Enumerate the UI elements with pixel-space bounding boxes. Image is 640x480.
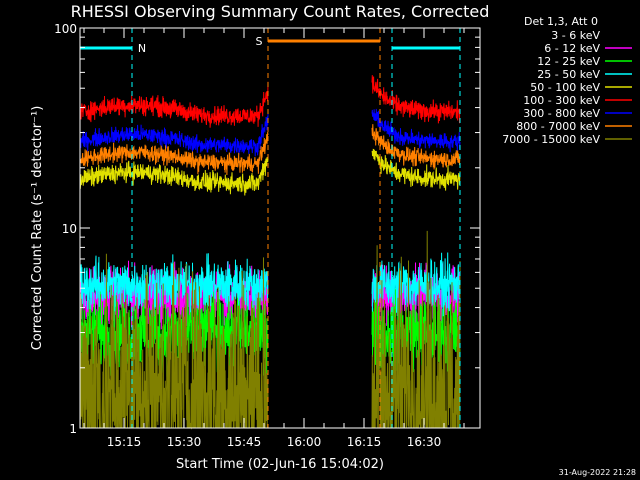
- footer-timestamp: 31-Aug-2022 21:28: [559, 468, 636, 477]
- series-line-25-50kev: [371, 252, 461, 317]
- legend-label: 100 - 300 keV: [523, 94, 600, 107]
- x-axis-label: Start Time (02-Jun-16 15:04:02): [176, 457, 384, 472]
- legend-item-3-6kev: 3 - 6 keV: [551, 29, 632, 42]
- series-line-800-7000kev: [79, 131, 269, 176]
- legend-title: Det 1,3, Att 0: [524, 15, 598, 28]
- series-line-100-300kev: [79, 81, 269, 128]
- x-tick-label-1515: 15:15: [107, 435, 142, 449]
- series-line-100-300kev: [371, 75, 461, 124]
- saa-interval-0: S: [256, 28, 381, 428]
- legend-label: 50 - 100 keV: [530, 81, 600, 94]
- saa-interval-0-label: S: [256, 35, 263, 48]
- legend-item-6-12kev: 6 - 12 keV: [544, 42, 632, 55]
- legend-label: 7000 - 15000 keV: [502, 133, 600, 146]
- legend-item-7000-15000kev: 7000 - 15000 keV: [502, 133, 632, 146]
- x-tick-label-1545: 15:45: [227, 435, 262, 449]
- series-line-50-100kev: [371, 148, 461, 191]
- plot-series: [79, 75, 461, 430]
- y-tick-label-100: 100: [54, 22, 77, 36]
- chart-title: RHESSI Observing Summary Count Rates, Co…: [71, 2, 490, 21]
- series-line-7000-15000kev: [371, 230, 461, 429]
- series-line-800-7000kev: [371, 124, 461, 170]
- x-tick-label-1630: 16:30: [407, 435, 442, 449]
- legend-label: 800 - 7000 keV: [516, 120, 600, 133]
- legend-item-25-50kev: 25 - 50 keV: [537, 68, 632, 81]
- night-interval-0-label: N: [138, 42, 146, 55]
- legend-label: 6 - 12 keV: [544, 42, 600, 55]
- series-line-300-800kev: [371, 108, 461, 153]
- legend-label: 25 - 50 keV: [537, 68, 600, 81]
- legend-item-300-800kev: 300 - 800 keV: [523, 107, 632, 120]
- x-tick-label-1615: 16:15: [347, 435, 382, 449]
- x-tick-label-1600: 16:00: [287, 435, 322, 449]
- y-tick-label-1: 1: [69, 422, 77, 436]
- series-line-300-800kev: [79, 113, 269, 157]
- series-line-50-100kev: [79, 156, 269, 196]
- legend-label: 12 - 25 keV: [537, 55, 600, 68]
- y-tick-label-10: 10: [62, 222, 77, 236]
- legend-item-100-300kev: 100 - 300 keV: [523, 94, 632, 107]
- legend-item-12-25kev: 12 - 25 keV: [537, 55, 632, 68]
- legend-label: 300 - 800 keV: [523, 107, 600, 120]
- series-line-7000-15000kev: [79, 253, 269, 430]
- legend-label: 3 - 6 keV: [551, 29, 600, 42]
- night-interval-1: [391, 28, 461, 428]
- x-tick-label-1530: 15:30: [167, 435, 202, 449]
- y-axis-label: Corrected Count Rate (s⁻¹ detector⁻¹): [30, 106, 45, 351]
- legend-item-800-7000kev: 800 - 7000 keV: [516, 120, 632, 133]
- plot-axes: 1 10 100 15:15 15:30 15:45 16:00 16:15 16:30: [54, 22, 481, 449]
- legend-item-50-100kev: 50 - 100 keV: [530, 81, 632, 94]
